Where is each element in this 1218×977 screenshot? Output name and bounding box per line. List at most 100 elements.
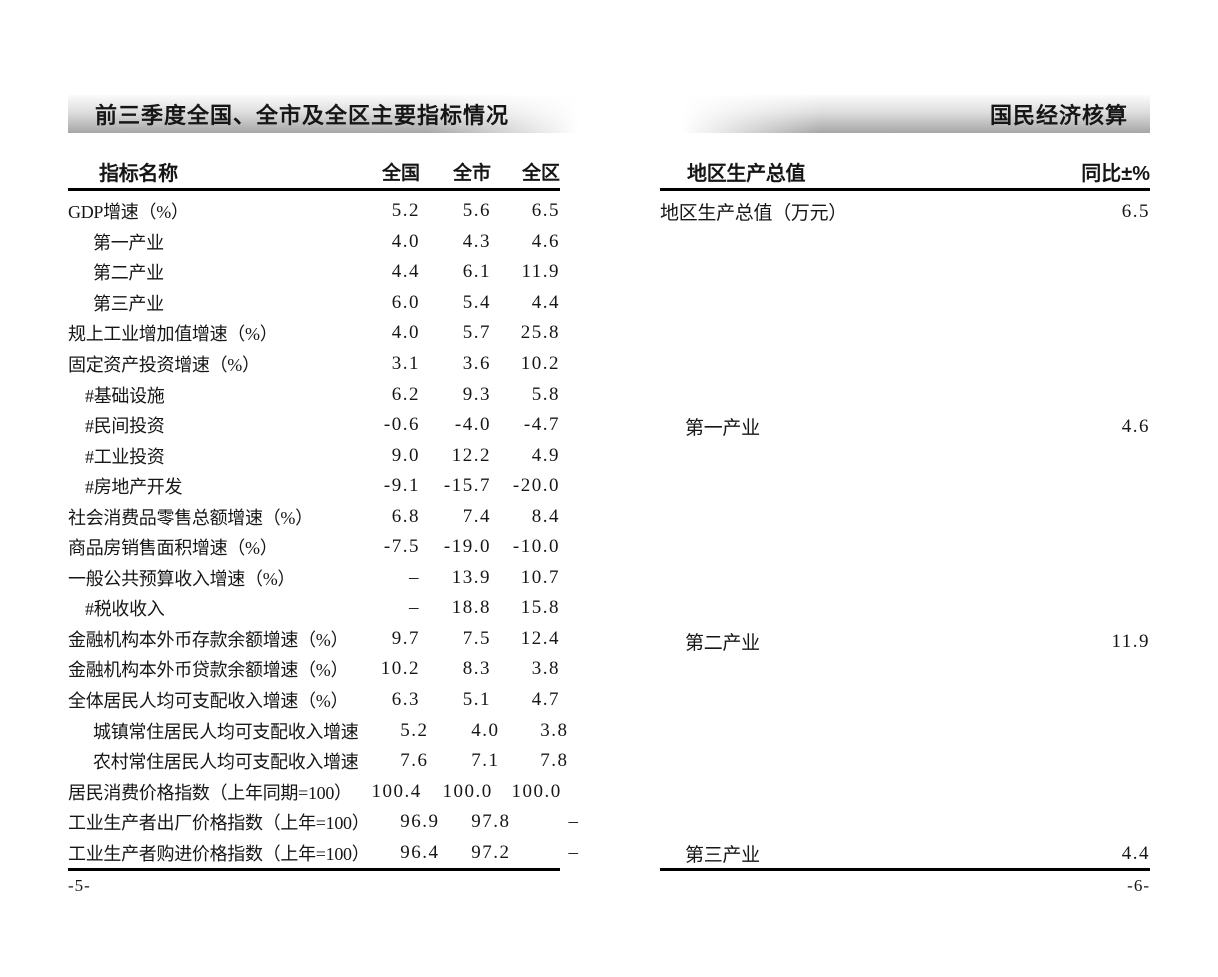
indicator-value: –	[568, 811, 580, 833]
indicator-value: 96.4	[400, 841, 440, 863]
gdp-row: 地区生产总值（万元） 6.5	[660, 196, 1150, 227]
column-header-gdp: 地区生产总值	[687, 163, 806, 185]
left-page-title: 前三季度全国、全市及全区主要指标情况	[95, 103, 510, 128]
indicator-value: 4.0	[391, 230, 420, 252]
indicator-value: 4.6	[531, 230, 560, 252]
indicator-row: 固定资产投资增速（%） 3.1 3.6 10.2	[68, 349, 560, 380]
indicator-value: 10.7	[520, 566, 560, 588]
indicator-row: 规上工业增加值增速（%） 4.0 5.7 25.8	[68, 318, 560, 349]
indicator-value: -19.0	[443, 536, 491, 558]
indicator-value: 12.4	[520, 627, 560, 649]
right-table-bottom-rule	[660, 868, 1150, 871]
indicator-row: GDP增速（%） 5.2 5.6 6.5	[68, 196, 560, 227]
indicator-value: 10.2	[380, 658, 420, 680]
indicator-row: 金融机构本外币存款余额增速（%） 9.7 7.5 12.4	[68, 624, 560, 655]
gdp-row: 第二产业 11.9	[660, 626, 1150, 657]
indicator-row: 第一产业 4.0 4.3 4.6	[68, 227, 560, 258]
gdp-label: 第二产业	[685, 633, 760, 654]
indicator-label: 固定资产投资增速（%）	[68, 355, 260, 375]
indicator-value: 7.8	[540, 750, 569, 772]
indicator-value: 100.4	[371, 780, 422, 802]
indicator-label: 一般公共预算收入增速（%）	[68, 568, 296, 589]
indicator-row: #工业投资 9.0 12.2 4.9	[68, 440, 560, 471]
indicator-value: 97.2	[471, 841, 511, 863]
indicator-value: 9.3	[462, 383, 491, 405]
indicator-label: 第三产业	[93, 293, 164, 314]
indicator-row: 一般公共预算收入增速（%） – 13.9 10.7	[68, 563, 560, 594]
indicator-value: 4.7	[531, 689, 560, 711]
indicator-value: 100.0	[511, 780, 562, 802]
left-table-top-rule	[68, 188, 560, 191]
indicator-value: 10.2	[520, 353, 560, 374]
indicator-row: 工业生产者出厂价格指数（上年=100） 96.9 97.8 –	[68, 807, 578, 838]
gdp-value: 4.4	[1121, 842, 1150, 864]
indicator-value: 7.1	[471, 750, 500, 772]
indicator-label: 金融机构本外币存款余额增速（%）	[68, 629, 349, 650]
indicator-value: 7.4	[462, 505, 491, 527]
indicator-value: 8.3	[462, 658, 491, 680]
indicator-value: 18.8	[451, 597, 491, 619]
column-header-yoy: 同比±%	[1081, 163, 1150, 185]
column-header-indicator-name: 指标名称	[99, 163, 178, 185]
indicator-value: 7.6	[400, 750, 429, 772]
indicator-label: 工业生产者出厂价格指数（上年=100）	[68, 813, 370, 834]
right-page-title: 国民经济核算	[989, 103, 1128, 128]
indicator-value: 5.2	[391, 200, 420, 222]
indicators-table-header: 指标名称 全国 全市 全区	[68, 155, 560, 188]
indicator-row: 工业生产者购进价格指数（上年=100） 96.4 97.2 –	[68, 837, 578, 868]
gdp-value: 4.6	[1121, 415, 1150, 437]
indicator-value: 4.0	[391, 322, 420, 344]
indicator-value: 11.9	[521, 261, 560, 283]
indicator-value: 13.9	[451, 566, 491, 588]
indicator-label: 规上工业增加值增速（%）	[68, 324, 278, 345]
gdp-value: 11.9	[1111, 630, 1150, 652]
indicator-label: 居民消费价格指数（上年同期=100）	[68, 782, 352, 803]
indicator-value: 5.2	[400, 719, 429, 741]
indicator-label: 工业生产者购进价格指数（上年=100）	[68, 843, 370, 864]
gdp-row: 第三产业 4.4	[660, 838, 1150, 869]
indicator-value: 3.8	[540, 719, 569, 741]
indicator-row: 全体居民人均可支配收入增速（%） 6.3 5.1 4.7	[68, 685, 560, 716]
indicators-table-body: GDP增速（%） 5.2 5.6 6.5 第一产业 4.0 4.3 4.6 第二产业 4.4 6.1…	[68, 196, 578, 868]
indicator-value: 9.0	[391, 444, 420, 466]
indicator-value: 9.7	[391, 627, 420, 649]
indicator-row: 社会消费品零售总额增速（%） 6.8 7.4 8.4	[68, 501, 560, 532]
indicator-value: 4.4	[391, 261, 420, 283]
indicator-value: 4.0	[471, 719, 500, 741]
indicator-label: 金融机构本外币贷款余额增速（%）	[68, 660, 349, 681]
indicator-value: 12.2	[451, 444, 491, 466]
indicator-value: 3.6	[462, 353, 491, 374]
indicator-value: 4.9	[531, 444, 560, 466]
indicator-label: GDP增速（%）	[68, 202, 189, 223]
indicator-label: 第一产业	[93, 232, 164, 253]
indicator-value: 3.1	[391, 353, 420, 374]
indicator-label: #税收收入	[85, 599, 165, 620]
indicator-row: #房地产开发 -9.1 -15.7 -20.0	[68, 471, 560, 502]
indicator-value: 6.8	[391, 505, 420, 527]
gdp-row: 第一产业 4.6	[660, 411, 1150, 442]
gdp-label: 地区生产总值（万元）	[660, 203, 848, 224]
gdp-label: 第三产业	[685, 845, 760, 866]
indicator-value: 3.8	[531, 658, 560, 680]
indicator-row: 农村常住居民人均可支配收入增速 7.6 7.1 7.8	[68, 746, 567, 777]
indicator-value: 25.8	[520, 322, 560, 344]
indicator-row: 第三产业 6.0 5.4 4.4	[68, 288, 560, 319]
gdp-table-header: 地区生产总值 同比±%	[660, 155, 1150, 188]
right-table-top-rule	[660, 188, 1150, 191]
indicator-value: 6.1	[462, 261, 491, 283]
indicator-value: 6.2	[391, 383, 420, 405]
indicator-label: 农村常住居民人均可支配收入增速	[93, 752, 359, 773]
indicator-value: 5.8	[531, 383, 560, 405]
indicator-label: 第二产业	[93, 263, 164, 284]
indicator-value: -20.0	[512, 475, 560, 497]
indicator-value: -4.7	[523, 414, 560, 436]
indicator-value: 7.5	[462, 627, 491, 649]
indicator-value: –	[409, 597, 420, 619]
indicator-row: #基础设施 6.2 9.3 5.8	[68, 379, 560, 410]
indicator-value: 15.8	[520, 597, 560, 619]
indicator-value: -15.7	[443, 475, 491, 497]
indicator-value: -0.6	[383, 414, 420, 436]
indicator-value: 6.3	[391, 689, 420, 711]
indicator-value: 4.3	[462, 230, 491, 252]
